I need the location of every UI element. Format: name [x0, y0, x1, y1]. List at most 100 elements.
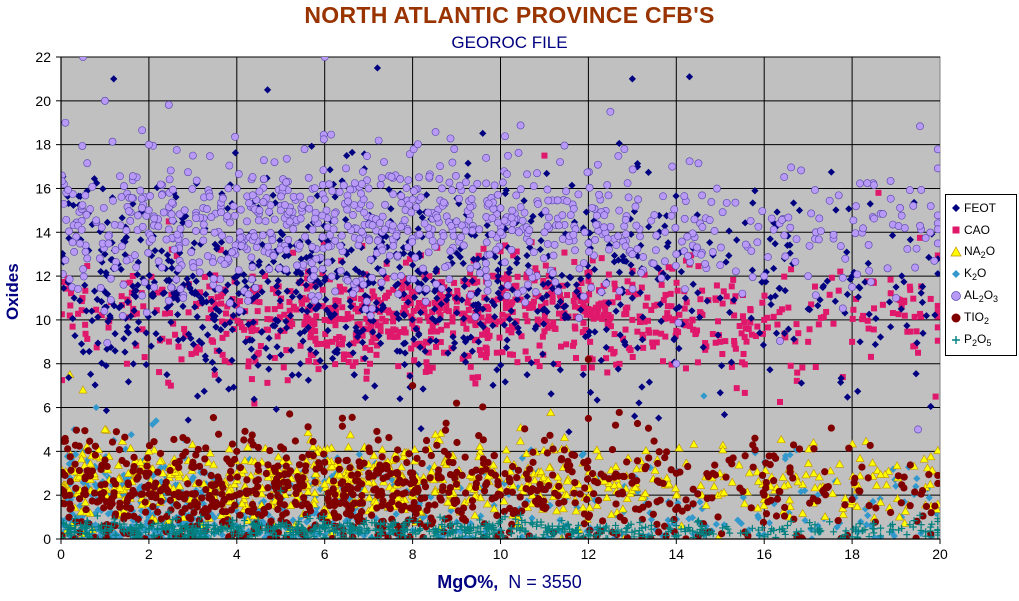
data-point: [410, 445, 420, 454]
data-point: [121, 348, 129, 356]
data-point: [327, 313, 335, 321]
data-point: [635, 505, 643, 514]
data-point: [319, 303, 326, 310]
data-point: [733, 385, 740, 392]
data-point: [347, 302, 355, 311]
data-point: [861, 278, 869, 286]
data-point: [696, 498, 704, 506]
data-point: [571, 258, 578, 265]
data-point: [264, 306, 271, 313]
data-point: [204, 513, 212, 521]
data-point: [832, 206, 840, 214]
data-point: [111, 347, 119, 355]
data-point: [545, 213, 553, 222]
data-point: [405, 284, 412, 291]
data-point: [284, 377, 291, 384]
data-point: [210, 228, 219, 237]
data-point: [926, 202, 935, 211]
data-point: [64, 199, 73, 208]
data-point: [636, 232, 644, 241]
data-point: [581, 304, 588, 311]
data-point: [475, 442, 485, 450]
data-point: [180, 491, 188, 499]
data-point: [137, 194, 146, 203]
data-point: [731, 312, 738, 319]
data-point: [175, 481, 185, 490]
data-point: [385, 307, 392, 314]
data-point: [633, 344, 642, 352]
data-point: [922, 463, 933, 472]
data-point: [483, 303, 490, 310]
data-point: [196, 346, 203, 353]
data-point: [657, 274, 666, 283]
data-point: [632, 221, 641, 230]
data-point: [668, 303, 675, 310]
data-point: [181, 238, 190, 246]
data-point: [352, 323, 360, 332]
data-point: [200, 468, 208, 476]
data-point: [428, 236, 437, 245]
data-point: [392, 455, 400, 463]
data-point: [606, 465, 616, 474]
data-point: [583, 495, 591, 504]
data-point: [338, 258, 347, 266]
data-point: [88, 497, 96, 505]
data-point: [348, 289, 357, 298]
data-point: [286, 312, 295, 320]
data-point: [375, 332, 383, 340]
data-point: [400, 502, 408, 510]
data-point: [418, 459, 426, 468]
data-point: [437, 312, 444, 319]
data-point: [866, 200, 874, 208]
data-point: [758, 471, 767, 479]
data-point: [688, 514, 697, 522]
data-point: [535, 293, 542, 300]
data-point: [607, 314, 614, 321]
data-point: [645, 223, 653, 231]
data-point: [471, 337, 478, 344]
data-point: [349, 211, 357, 219]
data-point: [123, 360, 130, 367]
data-point: [918, 283, 927, 291]
data-point: [664, 303, 671, 310]
data-point: [111, 246, 120, 254]
data-point: [187, 515, 195, 523]
data-point: [786, 464, 794, 472]
data-point: [132, 263, 141, 272]
data-point: [701, 259, 710, 268]
data-point: [506, 315, 514, 323]
data-point: [152, 417, 160, 425]
data-point: [268, 236, 277, 244]
data-point: [719, 351, 726, 358]
data-point: [328, 354, 337, 363]
data-point: [549, 251, 558, 260]
data-point: [773, 208, 781, 216]
data-point: [421, 347, 429, 355]
data-point: [838, 273, 847, 282]
data-point: [865, 266, 874, 275]
data-point: [423, 359, 430, 366]
data-point: [354, 470, 362, 478]
data-point: [174, 502, 182, 510]
data-point: [194, 445, 202, 454]
data-point: [164, 256, 173, 264]
data-point: [310, 265, 318, 274]
data-point: [650, 465, 660, 474]
data-point: [677, 268, 685, 276]
data-point: [767, 496, 775, 504]
data-point: [728, 283, 735, 290]
data-point: [106, 296, 115, 304]
data-point: [832, 476, 842, 485]
data-point: [77, 340, 86, 348]
data-point: [211, 481, 219, 489]
data-point: [442, 419, 450, 427]
data-point: [117, 265, 125, 273]
data-point: [281, 327, 288, 334]
data-point: [181, 325, 188, 332]
data-point: [373, 342, 380, 349]
data-point: [208, 497, 216, 505]
data-point: [167, 210, 176, 219]
data-point: [411, 293, 419, 301]
data-point: [286, 299, 293, 306]
data-point: [62, 215, 71, 224]
